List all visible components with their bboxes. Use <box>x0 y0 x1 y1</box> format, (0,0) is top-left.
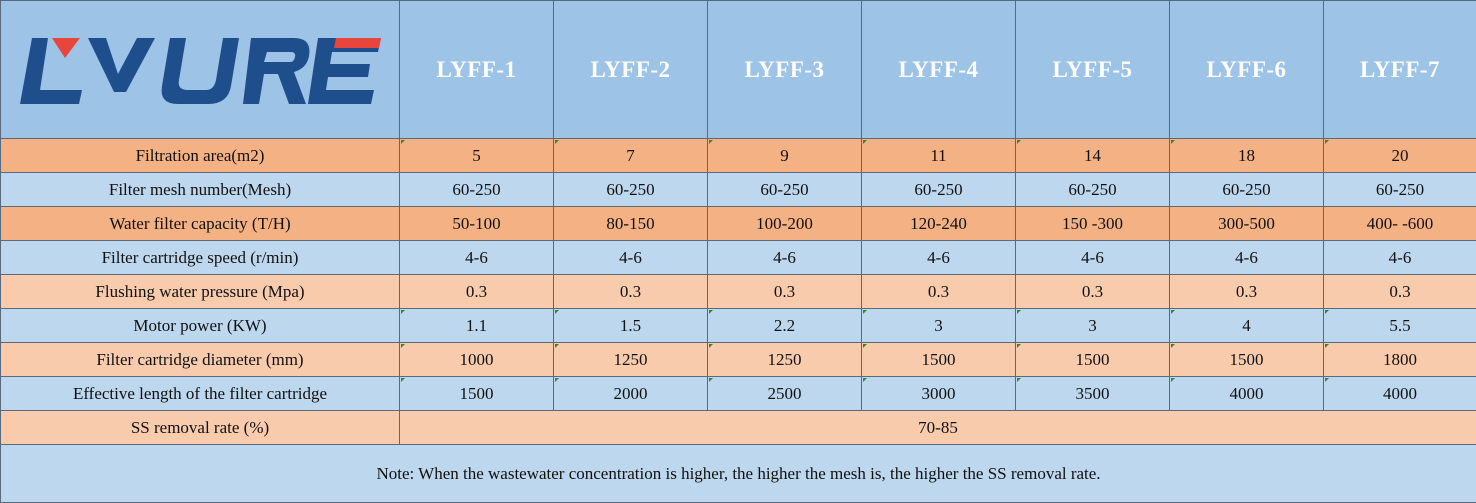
table-row: Flushing water pressure (Mpa) 0.3 0.3 0.… <box>0 274 1476 309</box>
table-cell: 50-100 <box>399 206 554 241</box>
table-cell: 5.5 <box>1323 308 1476 343</box>
row-label: Flushing water pressure (Mpa) <box>0 274 400 309</box>
table-row: Filter cartridge speed (r/min) 4-6 4-6 4… <box>0 240 1476 275</box>
table-cell: 1000 <box>399 342 554 377</box>
table-cell: 1250 <box>553 342 708 377</box>
header-row: LYFF-1 LYFF-2 LYFF-3 LYFF-4 LYFF-5 LYFF-… <box>0 0 1476 139</box>
table-cell: 1800 <box>1323 342 1476 377</box>
table-cell: 3000 <box>861 376 1016 411</box>
table-cell: 400- -600 <box>1323 206 1476 241</box>
table-cell: 4000 <box>1169 376 1324 411</box>
table-cell: 1500 <box>1015 342 1170 377</box>
table-row: Filtration area(m2) 5 7 9 11 14 18 20 <box>0 138 1476 173</box>
logo-cell <box>0 0 400 139</box>
lyure-logo <box>19 37 381 104</box>
table-cell: 1500 <box>1169 342 1324 377</box>
table-cell: 1250 <box>707 342 862 377</box>
model-header: LYFF-6 <box>1169 0 1324 139</box>
row-label: Filter cartridge speed (r/min) <box>0 240 400 275</box>
table-cell: 14 <box>1015 138 1170 173</box>
table-cell: 20 <box>1323 138 1476 173</box>
table-cell: 4-6 <box>1323 240 1476 275</box>
table-cell: 0.3 <box>1169 274 1324 309</box>
model-header: LYFF-1 <box>399 0 554 139</box>
table-cell: 1.1 <box>399 308 554 343</box>
model-header: LYFF-4 <box>861 0 1016 139</box>
row-label: Filter mesh number(Mesh) <box>0 172 400 207</box>
row-label: SS removal rate (%) <box>0 410 400 445</box>
table-cell: 4 <box>1169 308 1324 343</box>
table-cell: 2000 <box>553 376 708 411</box>
model-header: LYFF-5 <box>1015 0 1170 139</box>
table-cell: 0.3 <box>707 274 862 309</box>
row-label: Water filter capacity (T/H) <box>0 206 400 241</box>
model-header: LYFF-7 <box>1323 0 1476 139</box>
table-cell: 7 <box>553 138 708 173</box>
table-cell: 0.3 <box>861 274 1016 309</box>
table-row: Water filter capacity (T/H) 50-100 80-15… <box>0 206 1476 241</box>
table-cell: 4-6 <box>707 240 862 275</box>
table-cell: 0.3 <box>1015 274 1170 309</box>
table-cell: 80-150 <box>553 206 708 241</box>
table-cell: 150 -300 <box>1015 206 1170 241</box>
table-cell: 2.2 <box>707 308 862 343</box>
table-cell: 60-250 <box>861 172 1016 207</box>
table-cell: 3500 <box>1015 376 1170 411</box>
table-cell: 100-200 <box>707 206 862 241</box>
table-cell: 0.3 <box>399 274 554 309</box>
row-label: Motor power (KW) <box>0 308 400 343</box>
table-cell: 3 <box>861 308 1016 343</box>
table-cell: 4-6 <box>399 240 554 275</box>
table-cell: 11 <box>861 138 1016 173</box>
row-label: Effective length of the filter cartridge <box>0 376 400 411</box>
table-cell: 120-240 <box>861 206 1016 241</box>
table-cell: 4-6 <box>861 240 1016 275</box>
table-cell: 1500 <box>399 376 554 411</box>
table-cell: 9 <box>707 138 862 173</box>
table-cell: 4-6 <box>553 240 708 275</box>
table-cell: 3 <box>1015 308 1170 343</box>
row-label: Filtration area(m2) <box>0 138 400 173</box>
table-cell: 4000 <box>1323 376 1476 411</box>
table-cell: 1500 <box>861 342 1016 377</box>
model-header: LYFF-3 <box>707 0 862 139</box>
table-cell: 4-6 <box>1015 240 1170 275</box>
note-text: Note: When the wastewater concentration … <box>0 444 1476 503</box>
table-cell: 0.3 <box>553 274 708 309</box>
table-row: Motor power (KW) 1.1 1.5 2.2 3 3 4 5.5 <box>0 308 1476 343</box>
table-cell: 2500 <box>707 376 862 411</box>
table-row: Filter mesh number(Mesh) 60-250 60-250 6… <box>0 172 1476 207</box>
table-cell: 0.3 <box>1323 274 1476 309</box>
table-cell: 1.5 <box>553 308 708 343</box>
table-cell: 60-250 <box>553 172 708 207</box>
table-cell: 300-500 <box>1169 206 1324 241</box>
table-row: Filter cartridge diameter (mm) 1000 1250… <box>0 342 1476 377</box>
table-cell: 70-85 <box>399 410 1476 445</box>
table-cell: 4-6 <box>1169 240 1324 275</box>
table-row: Effective length of the filter cartridge… <box>0 376 1476 411</box>
row-label: Filter cartridge diameter (mm) <box>0 342 400 377</box>
table-cell: 60-250 <box>1323 172 1476 207</box>
table-cell: 60-250 <box>1169 172 1324 207</box>
note-row: Note: When the wastewater concentration … <box>0 444 1476 503</box>
table-cell: 60-250 <box>707 172 862 207</box>
table-cell: 60-250 <box>399 172 554 207</box>
table-cell: 60-250 <box>1015 172 1170 207</box>
table-cell: 18 <box>1169 138 1324 173</box>
table-cell: 5 <box>399 138 554 173</box>
model-header: LYFF-2 <box>553 0 708 139</box>
ss-removal-row: SS removal rate (%) 70-85 <box>0 410 1476 445</box>
